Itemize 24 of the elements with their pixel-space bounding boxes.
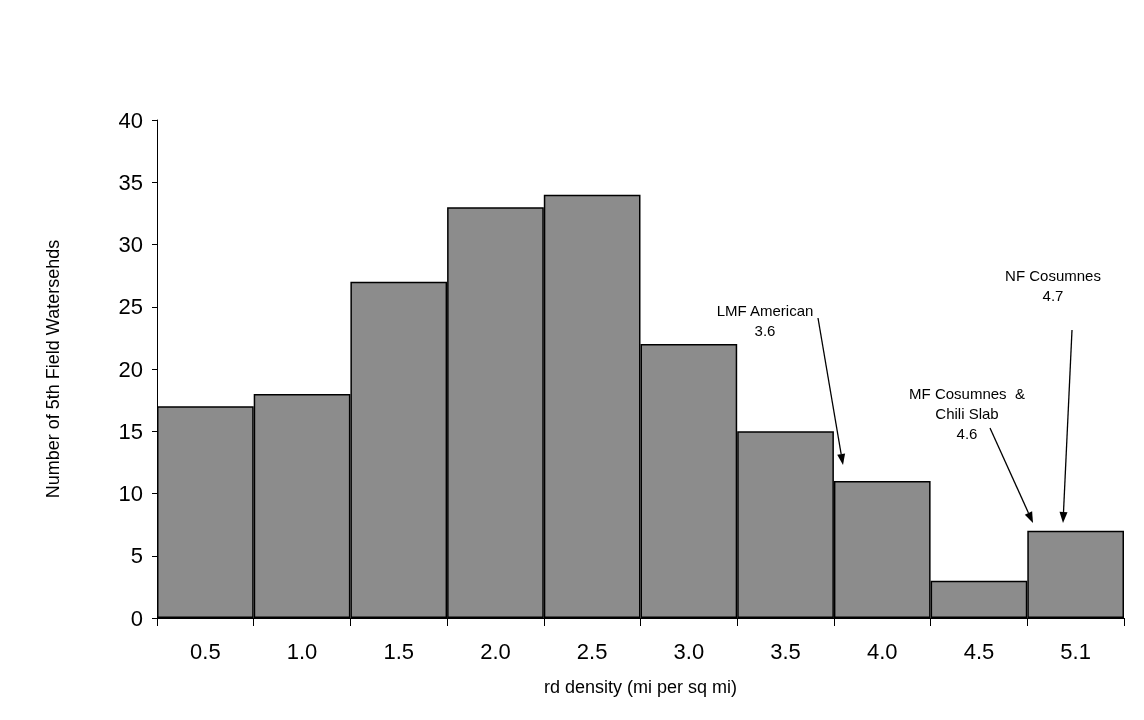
x-tick-label: 3.0: [673, 638, 705, 664]
y-axis-title: Number of 5th Field Watersehds: [43, 239, 63, 499]
annotation: NF Cosumnes 4.7: [1005, 266, 1101, 304]
x-tick-label: 4.0: [866, 638, 898, 664]
annotation: MF Cosumnes & Chili Slab 4.6: [909, 384, 1025, 442]
x-tick-label: 0.5: [190, 638, 221, 664]
y-tick-label: 25: [118, 294, 143, 320]
y-tick-label: 35: [118, 169, 143, 195]
y-tick-label: 20: [118, 356, 143, 382]
x-tick-label: 4.5: [963, 638, 995, 664]
x-tick-label: 3.5: [770, 638, 801, 664]
x-axis-title: rd density (mi per sq mi): [543, 677, 738, 697]
y-tick-label: 15: [118, 418, 143, 444]
y-tick-label: 40: [118, 107, 143, 133]
x-tick-label: 5.1: [1060, 638, 1091, 664]
x-tick-label: 2.0: [480, 638, 511, 664]
y-tick-label: 30: [118, 232, 143, 257]
y-tick-label: 10: [118, 481, 143, 506]
annotation: LMF American 3.6: [716, 301, 814, 339]
x-tick-label: 1.0: [286, 638, 318, 664]
y-tick-label: 0: [130, 605, 143, 631]
y-tick-label: 5: [130, 543, 143, 569]
x-tick-label: 2.5: [576, 638, 608, 664]
x-tick-label: 1.5: [383, 638, 415, 664]
